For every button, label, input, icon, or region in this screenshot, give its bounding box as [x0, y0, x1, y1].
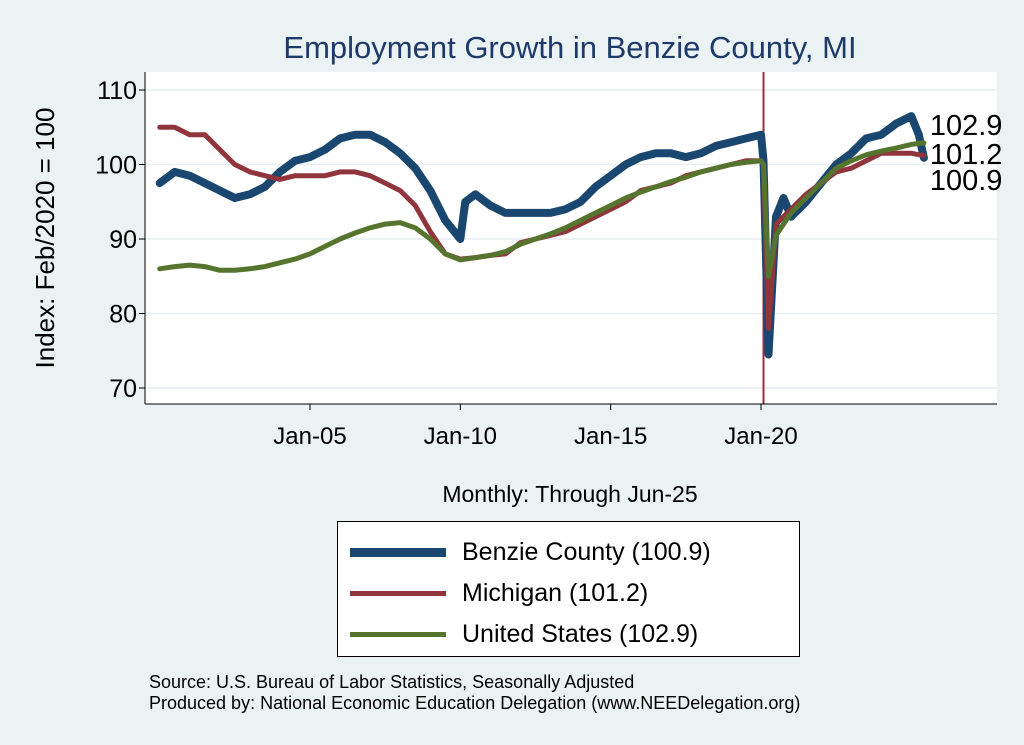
end-label: 101.2 [930, 139, 1003, 171]
plot-area [145, 72, 997, 404]
legend-swatch-benzie [350, 547, 446, 557]
legend-swatch-michigan [350, 590, 446, 596]
source-note: Source: U.S. Bureau of Labor Statistics,… [149, 672, 800, 714]
legend-item-michigan: Michigan (101.2) [350, 578, 648, 608]
legend-label-us: United States (102.9) [462, 619, 699, 648]
y-tick-label: 110 [97, 77, 137, 105]
y-ticks: 70 80 90 100 110 [95, 77, 145, 403]
y-tick-label: 70 [109, 375, 137, 403]
series-lines [155, 112, 928, 359]
legend-swatch-us [350, 631, 446, 637]
x-tick-label: Jan-20 [724, 423, 797, 450]
source-line: Source: U.S. Bureau of Labor Statistics,… [149, 672, 635, 692]
series-line-benzie [155, 112, 928, 359]
x-tick-label: Jan-05 [273, 423, 346, 450]
y-tick-label: 80 [109, 301, 137, 329]
legend-label-michigan: Michigan (101.2) [462, 578, 649, 607]
y-tick-label: 90 [109, 226, 137, 254]
chart-title: Employment Growth in Benzie County, MI [283, 30, 856, 65]
y-axis-label: Index: Feb/2020 = 100 [30, 108, 60, 369]
x-ticks: Jan-05 Jan-10 Jan-15 Jan-20 [273, 404, 798, 450]
y-tick-label: 100 [95, 152, 137, 180]
x-tick-label: Jan-15 [574, 423, 647, 450]
end-label: 100.9 [930, 165, 1003, 197]
legend-item-benzie: Benzie County (100.9) [350, 537, 711, 567]
legend-label-benzie: Benzie County (100.9) [462, 537, 711, 566]
legend: Benzie County (100.9) Michigan (101.2) U… [337, 521, 800, 657]
x-tick-label: Jan-10 [424, 423, 497, 450]
produced-by-line: Produced by: National Economic Education… [149, 693, 801, 713]
legend-item-us: United States (102.9) [350, 619, 698, 649]
end-label: 102.9 [930, 110, 1003, 142]
series-line-us [157, 140, 927, 279]
x-axis-label: Monthly: Through Jun-25 [442, 481, 697, 507]
